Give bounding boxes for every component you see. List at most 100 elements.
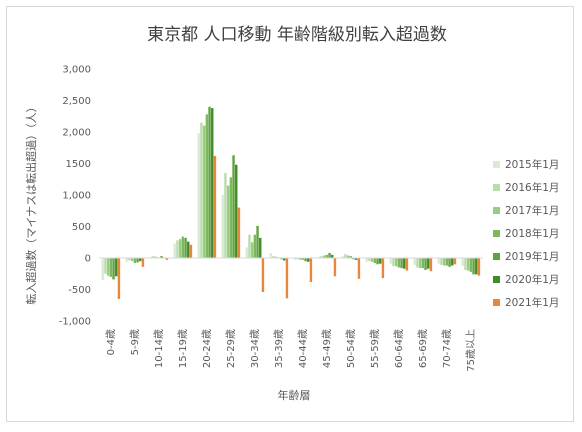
legend-swatch (493, 184, 500, 191)
bar (261, 258, 265, 293)
bar (224, 172, 227, 258)
bar (221, 195, 224, 258)
bar (141, 258, 145, 267)
bar (389, 258, 392, 264)
bar (322, 255, 326, 258)
bar (445, 258, 449, 266)
bar (202, 125, 206, 258)
bar (413, 258, 416, 265)
bar (451, 258, 454, 266)
bar (464, 258, 467, 270)
bar (307, 258, 310, 262)
legend-swatch (493, 299, 500, 306)
bar (355, 258, 358, 260)
y-axis-title: 転入超過数（マイナスは転出超過）（人） (24, 101, 38, 304)
bar (403, 258, 406, 269)
x-tick-label: 20-24歳 (201, 329, 213, 368)
bar (176, 240, 179, 258)
chart-title: 東京都 人口移動 年齢階級別転入超過数 (147, 25, 447, 45)
bar (274, 256, 278, 258)
bar (341, 256, 344, 258)
legend-label: 2020年1月 (505, 273, 559, 286)
legend-label: 2018年1月 (505, 227, 559, 240)
bar (416, 258, 419, 268)
bar (317, 256, 320, 258)
bar (346, 255, 350, 258)
y-tick-label: -1,000 (59, 317, 91, 328)
bar (320, 256, 323, 258)
bar (136, 258, 139, 263)
bar (285, 258, 289, 299)
legend: 2015年1月 2016年1月 2017年1月 2018年1月 2019年1月 2020年… (493, 158, 559, 309)
bar (149, 256, 152, 258)
bar (400, 258, 403, 269)
bar (331, 254, 334, 258)
bar (253, 234, 257, 258)
bar (344, 254, 347, 258)
x-tick-label: 30-34歳 (249, 329, 261, 368)
bar (117, 258, 121, 299)
bar (379, 258, 382, 264)
chart-frame: 東京都 人口移動 年齢階級別転入超過数 -1,000 -500 0 500 1,000 1… (6, 6, 574, 422)
bar (259, 237, 262, 258)
bar (106, 258, 110, 276)
bar (283, 258, 286, 261)
bar (128, 258, 131, 261)
bar (115, 258, 118, 277)
bar (211, 108, 214, 258)
bar (349, 256, 353, 258)
legend-label: 2017年1月 (505, 204, 559, 217)
bar (256, 225, 259, 258)
bars (101, 106, 481, 299)
bar (269, 252, 272, 258)
bar (418, 258, 422, 269)
legend-label: 2016年1月 (505, 181, 559, 194)
bar (466, 258, 470, 271)
bar (333, 258, 337, 277)
bar (373, 258, 377, 264)
bar (397, 258, 401, 268)
bar (250, 242, 254, 258)
bar (178, 239, 182, 258)
y-tick-label: 2,000 (62, 128, 91, 139)
bar (304, 258, 307, 262)
bar (237, 207, 241, 258)
bar (437, 258, 440, 264)
y-tick-label: 0 (85, 254, 91, 265)
bar (472, 258, 475, 275)
bar (197, 133, 200, 258)
bar (448, 258, 451, 267)
y-tick-label: -500 (68, 285, 91, 296)
bar (248, 234, 251, 258)
legend-swatch (493, 276, 500, 283)
bar (296, 258, 299, 260)
bar (453, 258, 457, 265)
x-tick-label: 55-59歳 (369, 329, 381, 368)
chart-svg: 東京都 人口移動 年齢階級別転入超過数 -1,000 -500 0 500 1,000 1… (24, 25, 559, 402)
legend-swatch (493, 207, 500, 214)
legend-swatch (493, 161, 500, 168)
y-tick-label: 500 (72, 222, 91, 233)
legend-swatch (493, 230, 500, 237)
bar (187, 241, 190, 258)
bar (427, 258, 430, 269)
bar (133, 258, 137, 264)
bar (293, 258, 296, 260)
bar (461, 258, 464, 267)
bar (475, 258, 478, 275)
bar (365, 258, 368, 262)
bar (421, 258, 425, 269)
bar (200, 122, 203, 258)
y-tick-label: 3,000 (62, 65, 91, 76)
x-tick-label: 5-9歳 (129, 329, 141, 355)
bar (301, 258, 305, 260)
bar (370, 258, 374, 262)
x-tick-label: 50-54歳 (345, 329, 357, 368)
bar (280, 258, 283, 260)
bar (125, 258, 128, 262)
y-axis-ticks: -1,000 -500 0 500 1,000 1500 2,000 2,500 3,000 (59, 65, 91, 328)
bar (394, 258, 398, 267)
bar (352, 258, 355, 260)
bar (181, 236, 185, 258)
x-tick-label: 0-4歳 (105, 329, 117, 355)
